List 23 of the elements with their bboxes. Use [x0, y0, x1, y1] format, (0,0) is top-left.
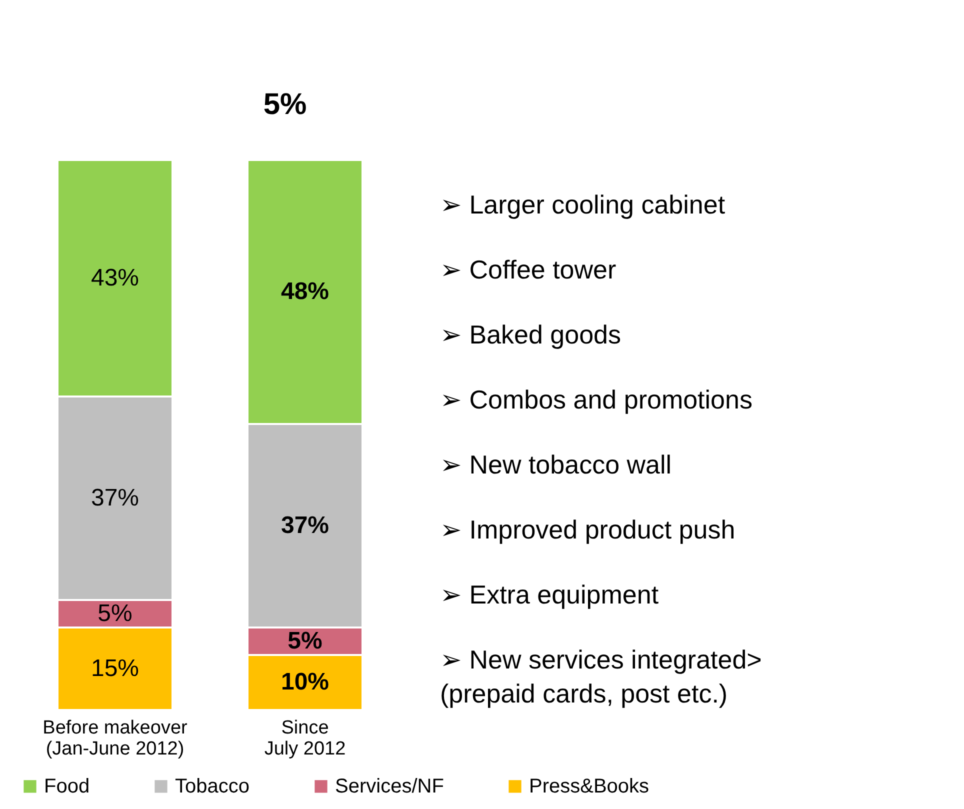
text: ➢ Larger cooling cabinet: [440, 190, 726, 220]
data-label: 5%: [288, 627, 322, 654]
data-label: 43%: [90, 264, 140, 292]
text: 5%: [263, 88, 307, 121]
data-label: 10%: [280, 668, 330, 696]
legend-label: Food: [44, 775, 90, 798]
text: ➢ Extra equipment: [440, 580, 660, 610]
data-label: 37%: [90, 484, 140, 512]
data-label: 48%: [280, 278, 330, 305]
text: ➢ New tobacco wall: [440, 450, 672, 480]
data-label: 37%: [280, 512, 330, 539]
text: ➢ Combos and promotions: [440, 384, 752, 414]
text: ➢ Improved product push: [440, 514, 736, 544]
legend-label: Press&Books: [529, 775, 650, 798]
text: ➢ New services integrated> (prepaid cards, post etc.): [440, 644, 762, 708]
data-label: 15%: [90, 654, 140, 682]
legend-label: Tobacco: [175, 775, 250, 798]
text: ➢ Coffee tower: [440, 254, 616, 284]
x-tick-label: Since July 2012: [264, 718, 346, 760]
x-tick-label: Before makeover (Jan-June 2012): [42, 718, 188, 760]
legend-label: Services/NF: [335, 775, 444, 798]
text: ➢ Baked goods: [440, 320, 622, 350]
data-label: 5%: [98, 600, 132, 627]
